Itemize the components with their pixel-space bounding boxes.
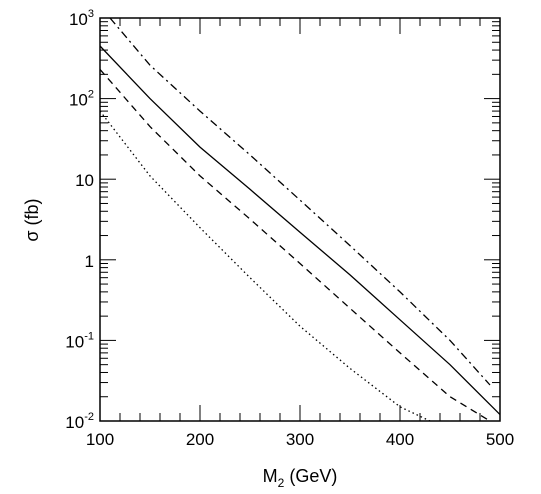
x-tick-label: 300	[286, 430, 314, 449]
y-tick-label: 10	[75, 171, 94, 190]
x-tick-label: 100	[86, 430, 114, 449]
y-tick-label: 103	[69, 8, 94, 29]
x-tick-label: 500	[486, 430, 514, 449]
axis-tick-labels: 100 200 300 400 500 10-2 10-1 1 10 102 103	[65, 8, 514, 449]
plot-frame	[99, 17, 501, 422]
series-line-solid	[99, 45, 501, 416]
y-tick-label: 1	[85, 252, 94, 271]
y-axis-label: σ (fb)	[22, 198, 42, 241]
y-tick-label: 10-2	[65, 411, 94, 432]
axis-ticks	[99, 17, 501, 422]
series-line-dashed	[99, 68, 491, 422]
x-tick-label: 200	[186, 430, 214, 449]
x-axis-label: M2 (GeV)	[263, 466, 338, 490]
x-tick-label: 400	[386, 430, 414, 449]
y-tick-label: 10-1	[65, 330, 94, 351]
series-line-dash-dot	[109, 17, 491, 386]
series-lines	[99, 17, 501, 422]
y-tick-label: 102	[69, 89, 94, 110]
series-line-dotted	[99, 110, 431, 422]
